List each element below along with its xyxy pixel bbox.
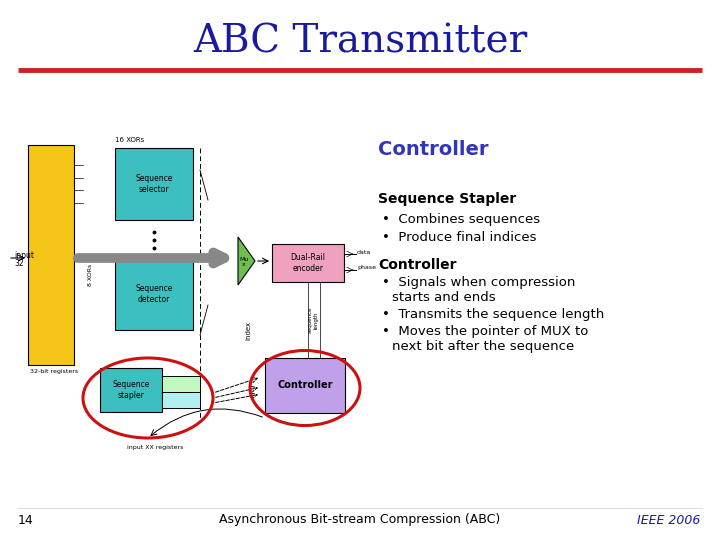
Text: Sequence
detector: Sequence detector	[135, 284, 173, 303]
Text: •  Combines sequences: • Combines sequences	[382, 213, 540, 226]
Text: Asynchronous Bit-stream Compression (ABC): Asynchronous Bit-stream Compression (ABC…	[220, 514, 500, 526]
Text: data: data	[357, 249, 372, 254]
Text: index: index	[245, 320, 251, 340]
Bar	[28, 145, 74, 365]
Text: Controller: Controller	[378, 140, 488, 159]
Bar	[272, 244, 344, 282]
Text: 16 XORs: 16 XORs	[115, 137, 144, 143]
Text: •  Produce final indices: • Produce final indices	[382, 231, 536, 244]
Text: IEEE 2006: IEEE 2006	[636, 514, 700, 526]
Text: 32-bit registers: 32-bit registers	[30, 369, 78, 375]
Text: starts and ends: starts and ends	[392, 291, 495, 304]
Text: Mu
x: Mu x	[239, 256, 248, 267]
Bar	[162, 376, 200, 392]
Text: 32: 32	[14, 259, 24, 267]
Text: Dual-Rail
encoder: Dual-Rail encoder	[290, 253, 325, 273]
Text: Sequence
stapler: Sequence stapler	[112, 380, 150, 400]
Text: phase: phase	[357, 266, 376, 271]
Bar	[162, 392, 200, 408]
Text: •  Moves the pointer of MUX to: • Moves the pointer of MUX to	[382, 325, 588, 338]
Bar	[115, 148, 193, 220]
Text: Controller: Controller	[277, 380, 333, 390]
Text: •  Signals when compression: • Signals when compression	[382, 276, 575, 289]
Bar	[100, 368, 162, 412]
Text: 14: 14	[18, 514, 34, 526]
Text: next bit after the sequence: next bit after the sequence	[392, 340, 575, 353]
Text: sequence
length: sequence length	[307, 307, 318, 333]
Text: Sequence
selector: Sequence selector	[135, 174, 173, 194]
Text: Controller: Controller	[378, 258, 456, 272]
Bar	[265, 358, 345, 413]
Polygon shape	[238, 237, 255, 285]
Text: ABC Transmitter: ABC Transmitter	[193, 24, 527, 60]
Text: input: input	[14, 251, 34, 260]
Bar	[115, 258, 193, 330]
Text: •  Transmits the sequence length: • Transmits the sequence length	[382, 308, 604, 321]
Text: Sequence Stapler: Sequence Stapler	[378, 192, 516, 206]
Text: 8 XORs: 8 XORs	[88, 264, 93, 286]
Text: input XX registers: input XX registers	[127, 446, 183, 450]
